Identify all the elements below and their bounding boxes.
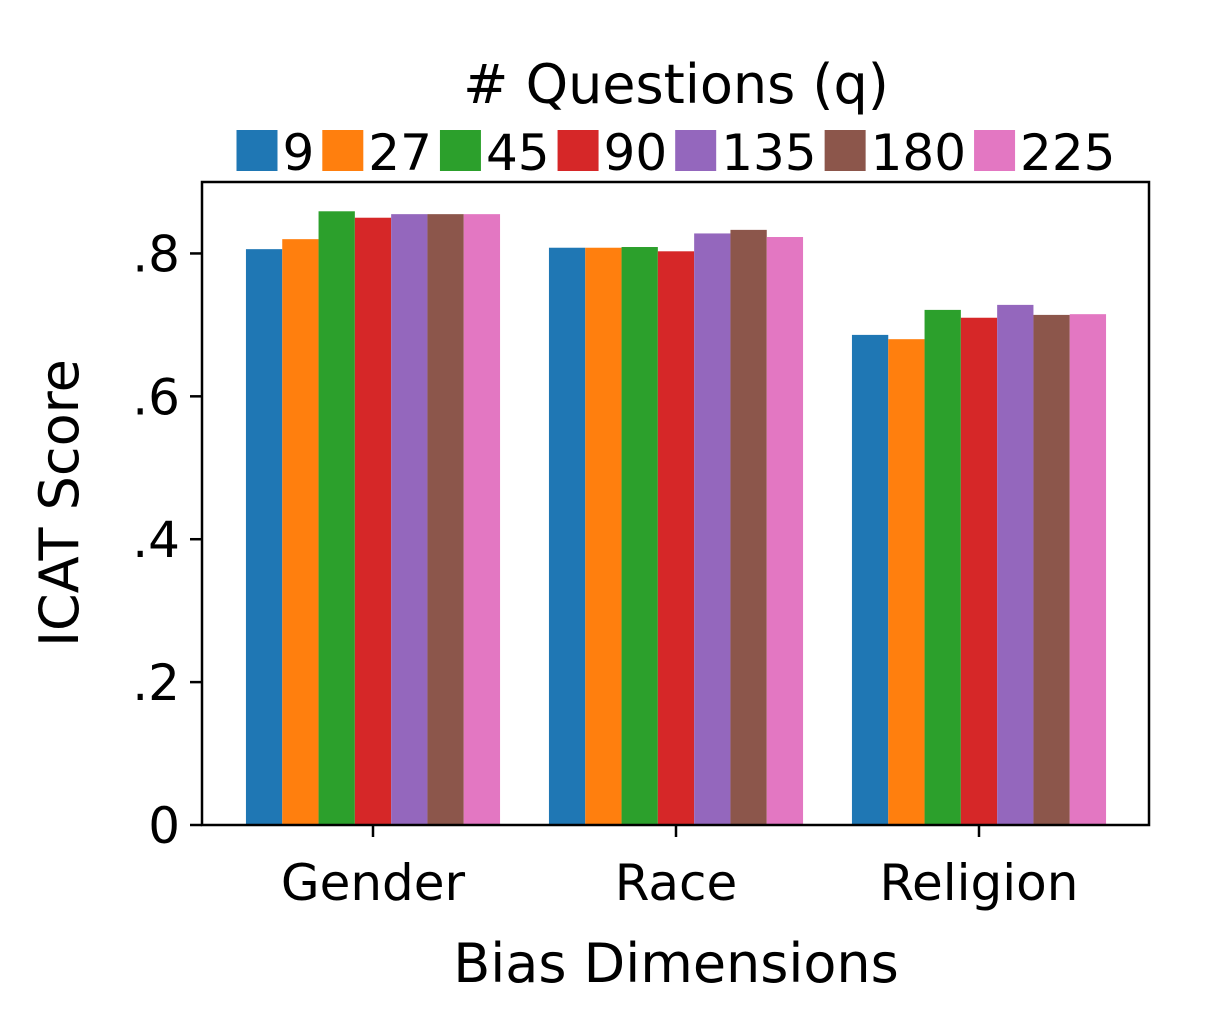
bar-religion-q45 bbox=[924, 309, 961, 825]
bar-race-q90 bbox=[657, 251, 695, 826]
legend-label-q27: 27 bbox=[368, 124, 432, 182]
legend-label-q225: 225 bbox=[1020, 124, 1115, 182]
x-axis-label: Bias Dimensions bbox=[453, 932, 899, 995]
y-tick-label: .6 bbox=[132, 368, 180, 426]
y-tick-label: .2 bbox=[132, 654, 180, 712]
x-axis: Gender Race Religion bbox=[281, 825, 1079, 912]
bar-gender-q180 bbox=[427, 214, 464, 825]
y-tick-label: .8 bbox=[132, 225, 180, 283]
bar-race-q9 bbox=[548, 247, 586, 826]
bar-religion-q135 bbox=[997, 304, 1034, 825]
y-axis: 0 .2 .4 .6 .8 bbox=[132, 225, 202, 855]
legend: 9 27 45 90 135 180 225 bbox=[236, 124, 1115, 182]
bar-gender-q90 bbox=[354, 217, 392, 826]
x-tick-label-gender: Gender bbox=[281, 854, 466, 912]
y-tick-label: .4 bbox=[132, 511, 180, 569]
bar-gender-q9 bbox=[245, 249, 283, 825]
legend-label-q90: 90 bbox=[604, 124, 668, 182]
bar-race-q27 bbox=[585, 247, 622, 826]
legend-swatch-q45 bbox=[439, 130, 481, 171]
bar-religion-q9 bbox=[851, 334, 889, 825]
x-tick-label-race: Race bbox=[615, 854, 738, 912]
legend-swatch-q135 bbox=[675, 130, 717, 171]
bar-gender-q225 bbox=[463, 214, 501, 825]
bar-gender-q45 bbox=[318, 211, 355, 826]
legend-swatch-q9 bbox=[236, 130, 278, 171]
legend-label-q180: 180 bbox=[871, 124, 966, 182]
legend-label-q135: 135 bbox=[721, 124, 816, 182]
legend-title: # Questions (q) bbox=[463, 53, 889, 116]
legend-swatch-q90 bbox=[557, 130, 599, 171]
bar-race-q180 bbox=[730, 229, 767, 825]
bar-race-q225 bbox=[766, 237, 804, 825]
legend-label-q45: 45 bbox=[486, 124, 550, 182]
bar-gender-q27 bbox=[282, 239, 319, 825]
bar-race-q45 bbox=[621, 247, 658, 825]
bar-religion-q225 bbox=[1069, 314, 1107, 825]
legend-swatch-q225 bbox=[974, 130, 1016, 171]
bar-religion-q27 bbox=[888, 339, 925, 825]
y-axis-label: ICAT Score bbox=[28, 359, 91, 647]
bar-religion-q90 bbox=[960, 317, 998, 825]
legend-swatch-q180 bbox=[824, 130, 866, 171]
bar-gender-q135 bbox=[391, 214, 428, 825]
x-tick-label-religion: Religion bbox=[880, 854, 1079, 912]
plot-frame bbox=[200, 180, 1151, 827]
legend-label-q9: 9 bbox=[283, 124, 315, 182]
bar-religion-q180 bbox=[1033, 314, 1070, 825]
bars bbox=[245, 211, 1107, 826]
legend-swatch-q27 bbox=[322, 130, 364, 171]
y-tick-label: 0 bbox=[148, 797, 180, 855]
bar-race-q135 bbox=[694, 233, 731, 825]
